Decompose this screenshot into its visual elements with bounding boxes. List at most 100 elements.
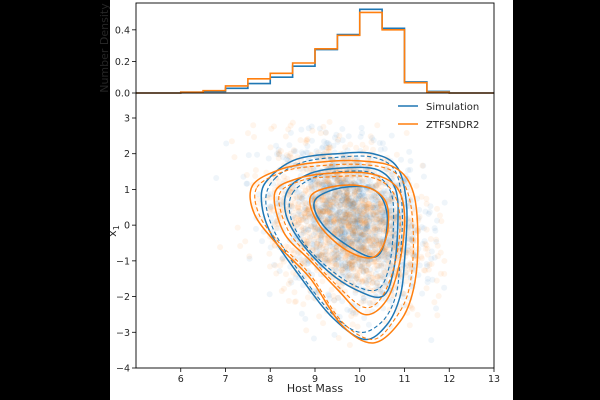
- scatter-point-simulation: [349, 238, 356, 245]
- scatter-point-ztfsndr2: [350, 208, 357, 215]
- scatter-point-ztfsndr2: [325, 210, 332, 217]
- scatter-point-simulation: [316, 256, 323, 263]
- scatter-point-ztfsndr2: [295, 207, 302, 214]
- scatter-point-ztfsndr2: [353, 188, 360, 195]
- scatter-point-ztfsndr2: [333, 174, 340, 181]
- scatter-point-ztfsndr2: [384, 166, 391, 173]
- scatter-point-simulation: [291, 148, 298, 155]
- scatter-point-simulation: [361, 237, 368, 244]
- scatter-point-simulation: [356, 186, 363, 193]
- scatter-point-ztfsndr2: [363, 263, 370, 270]
- scatter-point-ztfsndr2: [234, 224, 241, 231]
- scatter-point-simulation: [348, 220, 355, 227]
- scatter-point-simulation: [319, 179, 326, 186]
- scatter-point-simulation: [373, 283, 380, 290]
- scatter-point-ztfsndr2: [323, 207, 330, 214]
- scatter-point-simulation: [380, 211, 387, 218]
- scatter-point-simulation: [335, 254, 342, 261]
- scatter-point-ztfsndr2: [390, 172, 397, 179]
- scatter-point-ztfsndr2: [354, 266, 361, 273]
- scatter-point-simulation: [388, 211, 395, 218]
- scatter-point-ztfsndr2: [315, 208, 322, 215]
- scatter-point-simulation: [330, 201, 337, 208]
- scatter-point-ztfsndr2: [380, 209, 387, 216]
- scatter-point-simulation: [354, 242, 361, 249]
- scatter-point-ztfsndr2: [296, 193, 303, 200]
- scatter-point-ztfsndr2: [376, 237, 383, 244]
- scatter-point-simulation: [362, 197, 369, 204]
- scatter-point-simulation: [350, 224, 357, 231]
- scatter-point-simulation: [376, 283, 383, 290]
- scatter-point-ztfsndr2: [408, 228, 415, 235]
- scatter-point-simulation: [362, 237, 369, 244]
- scatter-point-simulation: [381, 249, 388, 256]
- scatter-point-ztfsndr2: [410, 239, 417, 246]
- scatter-point-simulation: [387, 200, 394, 207]
- scatter-point-ztfsndr2: [410, 253, 417, 260]
- scatter-point-ztfsndr2: [371, 265, 378, 272]
- scatter-point-simulation: [354, 235, 361, 242]
- scatter-point-ztfsndr2: [350, 200, 357, 207]
- scatter-point-simulation: [357, 211, 364, 218]
- x-tick-label: 10: [354, 374, 366, 385]
- scatter-point-simulation: [330, 194, 337, 201]
- scatter-point-ztfsndr2: [298, 256, 305, 263]
- scatter-point-simulation: [406, 229, 413, 236]
- scatter-point-simulation: [355, 225, 362, 232]
- scatter-point-ztfsndr2: [250, 122, 257, 129]
- scatter-point-ztfsndr2: [374, 219, 381, 226]
- scatter-point-simulation: [351, 240, 358, 247]
- scatter-point-simulation: [351, 211, 358, 218]
- scatter-point-ztfsndr2: [345, 202, 352, 209]
- scatter-point-simulation: [429, 276, 436, 283]
- scatter-point-ztfsndr2: [326, 239, 333, 246]
- scatter-point-simulation: [384, 187, 391, 194]
- scatter-point-ztfsndr2: [360, 208, 367, 215]
- scatter-point-ztfsndr2: [363, 205, 370, 212]
- scatter-point-ztfsndr2: [280, 285, 287, 292]
- scatter-point-ztfsndr2: [326, 209, 333, 216]
- scatter-point-simulation: [336, 189, 343, 196]
- scatter-point-ztfsndr2: [300, 301, 307, 308]
- scatter-point-ztfsndr2: [334, 252, 341, 259]
- scatter-point-ztfsndr2: [358, 231, 365, 238]
- scatter-point-simulation: [275, 151, 282, 158]
- scatter-point-ztfsndr2: [351, 214, 358, 221]
- scatter-point-ztfsndr2: [441, 270, 448, 277]
- scatter-point-simulation: [213, 175, 220, 182]
- scatter-point-simulation: [349, 226, 356, 233]
- scatter-point-simulation: [344, 238, 351, 245]
- scatter-point-simulation: [348, 262, 355, 269]
- scatter-point-ztfsndr2: [369, 211, 376, 218]
- scatter-point-simulation: [370, 211, 377, 218]
- scatter-point-ztfsndr2: [308, 185, 315, 192]
- scatter-point-simulation: [353, 205, 360, 212]
- scatter-point-ztfsndr2: [367, 241, 374, 248]
- scatter-point-ztfsndr2: [301, 213, 308, 220]
- scatter-point-ztfsndr2: [361, 248, 368, 255]
- scatter-point-simulation: [334, 172, 341, 179]
- scatter-point-simulation: [366, 235, 373, 242]
- scatter-point-ztfsndr2: [357, 276, 364, 283]
- scatter-point-simulation: [379, 189, 386, 196]
- scatter-point-simulation: [311, 224, 318, 231]
- scatter-point-simulation: [364, 224, 371, 231]
- scatter-point-ztfsndr2: [325, 179, 332, 186]
- scatter-point-ztfsndr2: [351, 216, 358, 223]
- scatter-point-ztfsndr2: [353, 144, 360, 151]
- scatter-point-ztfsndr2: [342, 254, 349, 261]
- scatter-point-ztfsndr2: [339, 269, 346, 276]
- scatter-point-simulation: [346, 201, 353, 208]
- scatter-point-simulation: [322, 129, 329, 136]
- scatter-point-ztfsndr2: [344, 189, 351, 196]
- scatter-point-simulation: [343, 195, 350, 202]
- scatter-point-ztfsndr2: [315, 238, 322, 245]
- scatter-point-ztfsndr2: [295, 219, 302, 226]
- scatter-point-ztfsndr2: [358, 244, 365, 251]
- scatter-point-ztfsndr2: [370, 212, 377, 219]
- scatter-point-simulation: [329, 162, 336, 169]
- scatter-point-ztfsndr2: [356, 229, 363, 236]
- scatter-point-ztfsndr2: [362, 234, 369, 241]
- scatter-point-simulation: [299, 215, 306, 222]
- scatter-point-ztfsndr2: [388, 245, 395, 252]
